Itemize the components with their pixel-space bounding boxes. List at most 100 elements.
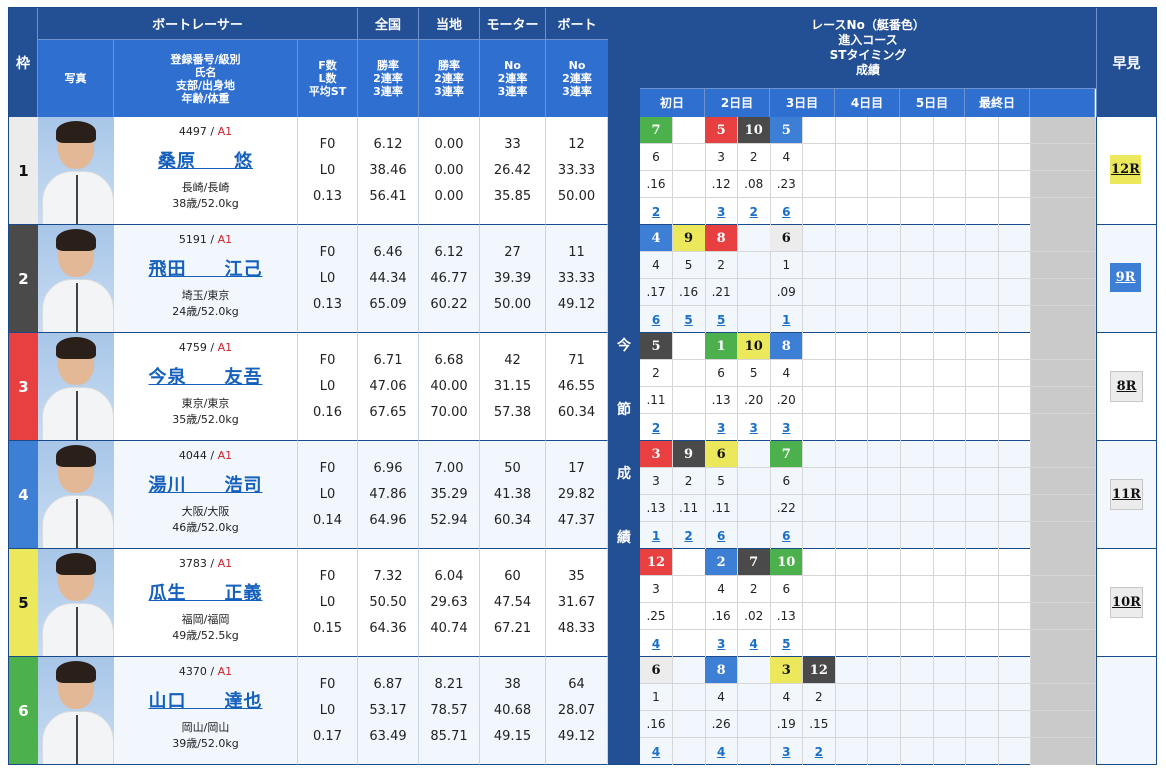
boat-stats: 17 29.82 47.37 [546,441,608,549]
racer-info: 4044 / A1 湯川 浩司 大阪/大阪 46歳/52.0kg [114,441,298,549]
zenkoku-stats: 6.46 44.34 65.09 [358,225,419,333]
racer-name-link[interactable]: 山口 達也 [148,691,263,712]
race-cell-empty [867,333,901,360]
jacket-zip [76,715,78,764]
race-cell-empty [1030,198,1064,225]
race-title-header: レースNo（艇番色） 進入コース STタイミング 成績 [640,8,1096,89]
race-cell-empty [1030,630,1064,657]
result-link[interactable]: 2 [640,414,673,441]
age-weight: 38歳/52.0kg [172,197,239,210]
race-cell-empty [835,198,869,225]
race-cell-empty [998,468,1032,495]
race-cell-empty [1030,468,1064,495]
hayami-race-link[interactable]: 11R [1110,479,1143,510]
result-link[interactable]: 3 [705,414,739,441]
result-link[interactable]: 2 [738,198,771,225]
race-number: 1 [705,333,739,360]
fl-stats: F0 L0 0.15 [298,549,358,657]
result-link[interactable]: 4 [705,738,739,765]
race-cell-empty [1063,225,1097,252]
st-timing: .17 [640,279,673,306]
race-cell-empty [1030,549,1064,576]
race-cell-empty [835,225,869,252]
race-number: 12 [802,657,836,684]
st-timing: .20 [770,387,804,414]
race-number: 7 [640,117,673,144]
touchi-header-line: 勝率 [438,59,460,72]
result-link[interactable]: 6 [640,306,673,333]
result-link[interactable]: 5 [673,306,706,333]
race-number: 6 [705,441,739,468]
result-link[interactable]: 2 [640,198,673,225]
st-timing: .15 [802,711,836,738]
result-link[interactable]: 3 [705,630,739,657]
race-cell-empty [835,414,869,441]
zenkoku-value: 64.36 [369,621,407,636]
result-link[interactable]: 4 [640,630,673,657]
race-cell-empty [867,684,901,711]
motor-value: 42 [504,353,521,368]
race-cell-empty [933,711,967,738]
result-link[interactable]: 3 [738,414,771,441]
race-cell-empty [966,522,999,549]
race-cell-empty [998,711,1032,738]
entry-table: 枠 ボートレーサー 全国 当地 モーター ボート レースNo（艇番色） 進入コー… [8,7,1157,765]
hayami-race-link[interactable]: 10R [1110,587,1143,618]
result-link[interactable]: 6 [705,522,739,549]
result-link[interactable]: 4 [738,630,771,657]
race-cell-empty [998,171,1032,198]
result-link[interactable]: 6 [770,198,804,225]
result-link[interactable]: 5 [770,630,804,657]
race-cell-empty [803,522,836,549]
fl-value: L0 [319,487,336,502]
race-cell-empty [933,630,967,657]
jacket-zip [76,607,78,656]
zenkoku-stats: 7.32 50.50 64.36 [358,549,419,657]
result-link[interactable]: 3 [705,198,739,225]
result-link[interactable]: 3 [770,414,804,441]
racer-class: A1 [217,557,233,570]
hayami-cell [1096,117,1156,225]
racer-name-link[interactable]: 今泉 友吾 [148,367,263,388]
racer-photo [38,549,114,657]
zenkoku-stats: 6.96 47.86 64.96 [358,441,419,549]
race-cell-empty [901,738,934,765]
race-cell-empty [737,252,771,279]
race-cell-empty [803,306,836,333]
racer-name-link[interactable]: 桑原 悠 [158,151,253,172]
race-number: 8 [705,225,739,252]
motor-stats: 27 39.39 50.00 [480,225,546,333]
race-cell-empty [867,360,901,387]
result-link[interactable]: 1 [770,306,804,333]
race-cell-empty [835,279,869,306]
result-link[interactable]: 4 [640,738,673,765]
zenkoku-sub-header: 勝率 2連率 3連率 [358,40,419,117]
race-cell-empty [867,711,901,738]
racer-photo [38,225,114,333]
fl-value: F0 [319,245,336,260]
hayami-race-link[interactable]: 12R [1110,155,1141,184]
race-cell-empty [933,414,967,441]
result-link[interactable]: 2 [673,522,706,549]
hayami-race-link[interactable]: 9R [1110,263,1141,292]
boat-value: 17 [568,461,585,476]
race-number: 7 [737,549,771,576]
race-cell-empty [672,549,706,576]
boat-value: 49.12 [557,729,596,744]
racer-info: 4370 / A1 山口 達也 岡山/岡山 39歳/52.0kg [114,657,298,765]
result-link[interactable]: 1 [640,522,673,549]
hayami-race-link[interactable]: 8R [1110,371,1143,402]
race-cell-empty [965,225,999,252]
racer-name-link[interactable]: 湯川 浩司 [148,475,263,496]
result-link[interactable]: 6 [770,522,804,549]
race-cell-empty [1030,252,1064,279]
racer-name-link[interactable]: 瓜生 正義 [148,583,263,604]
racer-name-link[interactable]: 飛田 江己 [148,259,263,280]
result-link[interactable]: 5 [705,306,739,333]
race-cell-empty [835,576,869,603]
racer-hair [56,121,96,143]
result-link[interactable]: 3 [770,738,804,765]
day-header-1: 初日 [640,89,705,117]
result-link[interactable]: 2 [803,738,836,765]
fl-value: F0 [319,353,336,368]
